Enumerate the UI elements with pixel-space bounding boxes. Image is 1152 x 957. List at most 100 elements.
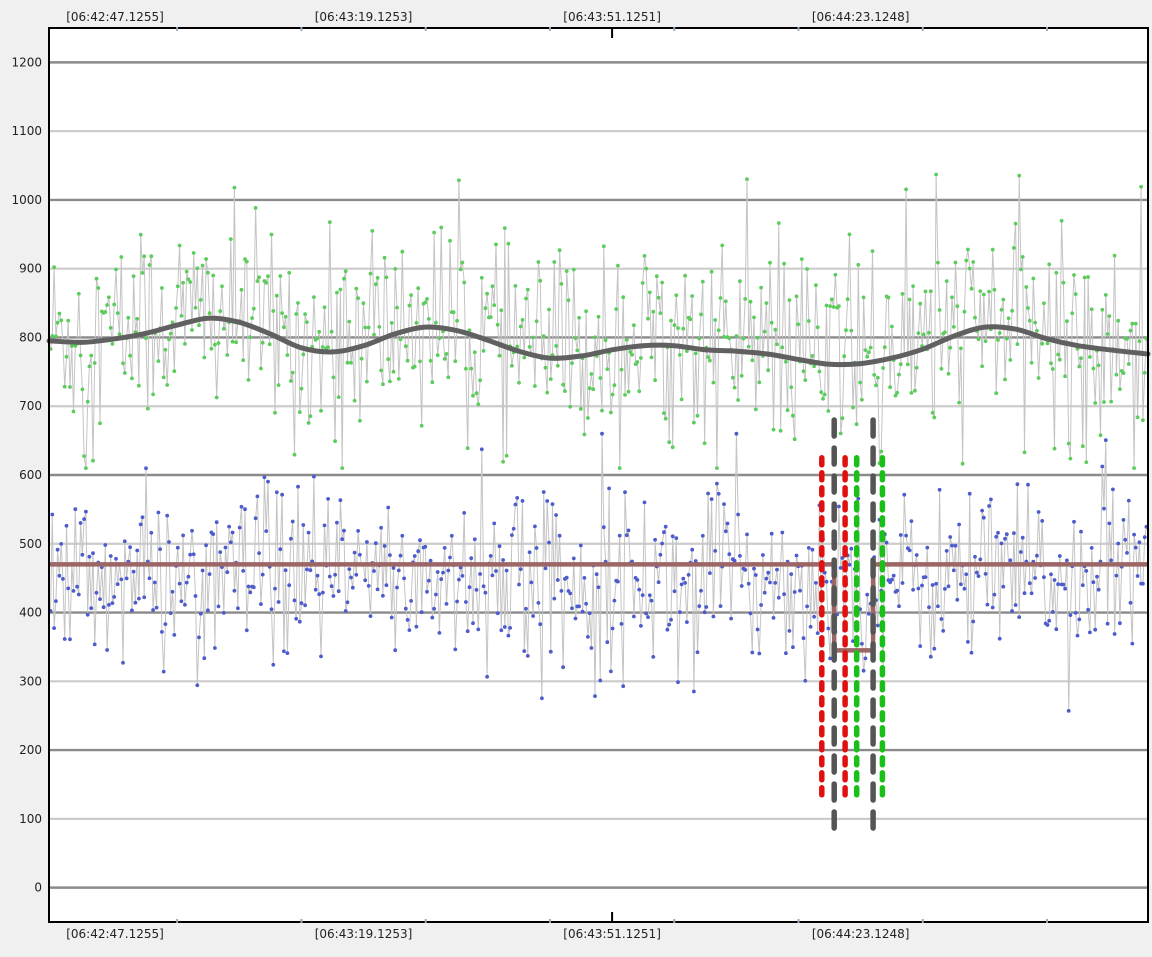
lower-series-point (135, 548, 140, 553)
upper-series-point (681, 326, 686, 331)
lower-series-point (656, 580, 661, 585)
lower-series-point (389, 615, 394, 620)
upper-series-point (248, 335, 253, 340)
lower-series-point (236, 606, 240, 611)
lower-series-point (527, 550, 532, 555)
upper-series-point (455, 318, 459, 323)
upper-series-point (637, 389, 642, 394)
lower-series-point (1015, 482, 1020, 487)
upper-series-point (893, 393, 898, 398)
lower-series-point (702, 610, 707, 615)
lower-series-point (154, 605, 159, 610)
upper-series-point (598, 376, 603, 380)
lower-series-point (402, 576, 406, 581)
lower-series-point (987, 504, 991, 508)
lower-series-point (103, 543, 108, 547)
lower-series-point (259, 602, 263, 606)
upper-series-point (630, 352, 634, 357)
upper-series-point (167, 337, 171, 342)
upper-series-point (522, 355, 527, 360)
lower-series-point (1116, 541, 1121, 546)
upper-series-point (626, 389, 631, 394)
upper-series-point (305, 320, 309, 324)
lower-series-point (677, 610, 682, 614)
lower-series-point (667, 622, 672, 627)
lower-series-point (161, 669, 166, 674)
lower-series-point (593, 694, 597, 698)
upper-series-point (1137, 339, 1142, 344)
lower-series-point (900, 581, 905, 585)
lower-series-point (444, 602, 449, 606)
lower-series-point (552, 596, 557, 601)
upper-series-point (122, 371, 127, 375)
lower-series-point (718, 604, 723, 608)
upper-series-point (861, 295, 866, 300)
upper-series-point (85, 399, 90, 404)
upper-series-point (672, 323, 677, 328)
upper-series-point (1100, 307, 1105, 312)
upper-series-point (476, 402, 481, 407)
upper-series-point (137, 383, 141, 388)
upper-series-point (552, 260, 557, 264)
lower-series-point (1049, 572, 1053, 577)
lower-series-point (115, 582, 120, 587)
lower-series-point (974, 570, 979, 575)
upper-series-point (206, 270, 210, 275)
upper-series-point (895, 390, 900, 395)
upper-series-point (775, 342, 779, 347)
upper-series-point (828, 304, 832, 308)
upper-series-point (1102, 400, 1106, 404)
lower-series-point (686, 573, 691, 577)
lower-series-point (140, 515, 145, 520)
upper-series-point (320, 345, 325, 349)
upper-series-point (246, 378, 251, 382)
upper-series-point (1019, 267, 1023, 272)
upper-series-point (533, 384, 537, 388)
upper-series-point (1035, 328, 1039, 333)
lower-series-point (867, 611, 871, 616)
y-tick-label-100: 100 (19, 812, 42, 826)
lower-series-point (904, 533, 908, 538)
upper-series-point (888, 385, 892, 390)
lower-series-point (792, 590, 797, 594)
upper-series-point (773, 327, 778, 332)
lower-series-point (61, 577, 65, 581)
lower-series-point (1084, 569, 1089, 573)
upper-series-point (389, 321, 394, 325)
lower-series-point (221, 611, 226, 615)
upper-series-point (425, 297, 429, 301)
lower-series-point (197, 635, 201, 640)
lower-series-point (981, 515, 986, 520)
upper-series-point (1059, 218, 1064, 223)
lower-series-point (587, 611, 592, 616)
upper-series-point (718, 296, 723, 300)
lower-series-point (651, 655, 656, 659)
upper-series-point (976, 337, 981, 342)
upper-series-point (57, 311, 62, 316)
lower-series-point (439, 577, 444, 582)
lower-series-point (62, 637, 67, 641)
lower-series-point (1033, 576, 1037, 580)
upper-series-point (142, 254, 147, 259)
lower-series-point (573, 616, 578, 621)
upper-series-point (108, 326, 113, 330)
lower-series-point (1052, 578, 1057, 582)
upper-series-point (126, 315, 131, 320)
upper-series-point (448, 238, 452, 243)
lower-series-point (1103, 438, 1108, 442)
y-tick-label-1200: 1200 (11, 55, 42, 69)
lower-series-point (85, 612, 90, 617)
lower-series-point (750, 650, 755, 655)
upper-series-point (296, 301, 300, 305)
upper-series-point (317, 329, 322, 334)
upper-series-point (230, 339, 235, 344)
lower-series-point (612, 598, 617, 603)
lower-series-point (989, 497, 993, 502)
lower-series-point (1001, 584, 1006, 589)
upper-series-point (1052, 446, 1057, 451)
lower-series-point (1100, 464, 1105, 469)
lower-series-point (637, 587, 642, 592)
lower-series-point (1036, 510, 1041, 514)
upper-series-point (946, 371, 951, 376)
upper-series-point (547, 307, 551, 312)
